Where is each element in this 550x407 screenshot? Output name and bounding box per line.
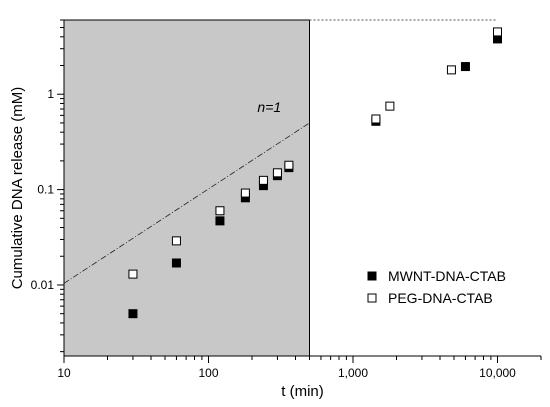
data-point	[128, 269, 138, 279]
data-point	[385, 101, 395, 111]
legend-marker	[367, 271, 377, 281]
axes: 10 100 1,000 10,000 0.01 0.1 1	[31, 19, 542, 380]
shaded-region	[63, 19, 311, 357]
x-tick-label: 100	[198, 366, 218, 380]
legend-marker	[367, 293, 377, 303]
x-axis-label: t (min)	[281, 383, 324, 400]
legend: MWNT-DNA-CTAB PEG-DNA-CTAB	[367, 268, 506, 306]
data-point	[258, 175, 268, 185]
x-tick-label: 1,000	[338, 366, 368, 380]
data-point	[446, 65, 456, 75]
plot-area: n=1	[63, 19, 503, 357]
data-point	[460, 62, 470, 72]
y-tick-label: 1	[47, 87, 54, 101]
data-point	[240, 188, 250, 198]
data-point	[171, 236, 181, 246]
data-point	[272, 168, 282, 178]
data-point	[215, 206, 225, 216]
data-point	[128, 309, 138, 319]
data-point	[215, 216, 225, 226]
data-point	[493, 27, 503, 37]
legend-label: PEG-DNA-CTAB	[388, 290, 493, 306]
data-point	[284, 160, 294, 170]
reference-line	[63, 122, 310, 284]
y-tick-label: 0.01	[31, 278, 55, 292]
x-tick-label: 10,000	[479, 366, 516, 380]
x-tick-label: 10	[57, 366, 71, 380]
legend-label: MWNT-DNA-CTAB	[388, 268, 506, 284]
reference-line-label: n=1	[257, 99, 281, 115]
data-point	[371, 114, 381, 124]
series-2	[128, 27, 503, 279]
data-point	[171, 258, 181, 268]
y-tick-label: 0.1	[37, 183, 54, 197]
y-axis-label: Cumulative DNA release (mM)	[9, 87, 26, 290]
